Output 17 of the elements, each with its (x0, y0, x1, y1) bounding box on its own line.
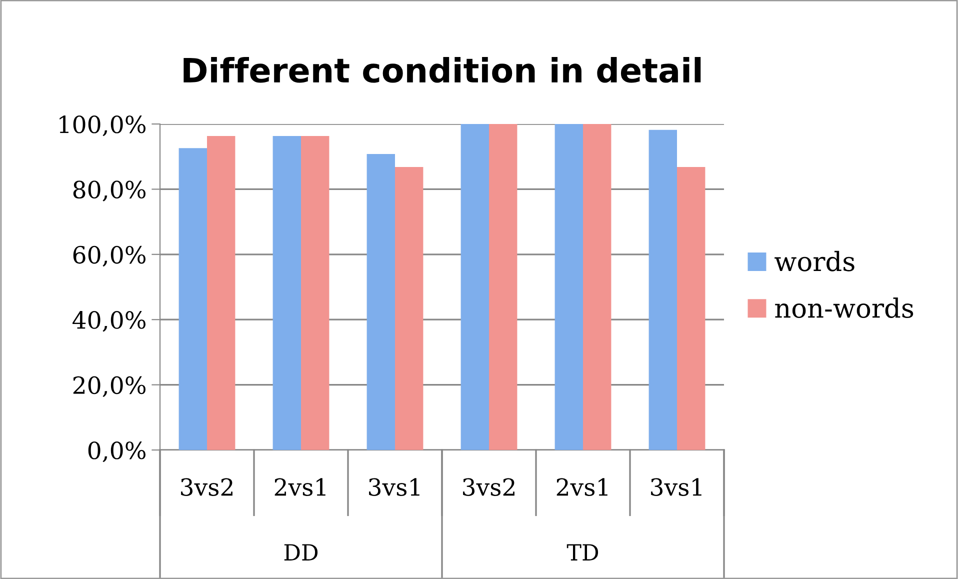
legend-label: non-words (775, 298, 914, 318)
y-tick-label: 0,0% (88, 441, 146, 462)
x-tick-label: 3vs2 (463, 478, 514, 496)
x-tick-label: 3vs1 (651, 478, 702, 496)
y-tick-label: 60,0% (73, 246, 146, 267)
x-tick-label: 3vs1 (369, 478, 420, 496)
y-tick-label: 100,0% (60, 115, 146, 136)
x-tick-label: 2vs1 (556, 478, 608, 496)
x-tick-label: 3vs2 (181, 478, 232, 496)
chart-title: Different condition in detail (184, 57, 701, 83)
y-tick-label: 40,0% (72, 311, 146, 332)
text: DD (284, 544, 318, 560)
text: TD (566, 544, 598, 560)
y-tick-label: 20,0% (73, 376, 146, 397)
y-tick-label: 80,0% (73, 180, 146, 202)
x-tick-label: 2vs1 (274, 478, 326, 496)
legend-label: words (774, 250, 854, 272)
